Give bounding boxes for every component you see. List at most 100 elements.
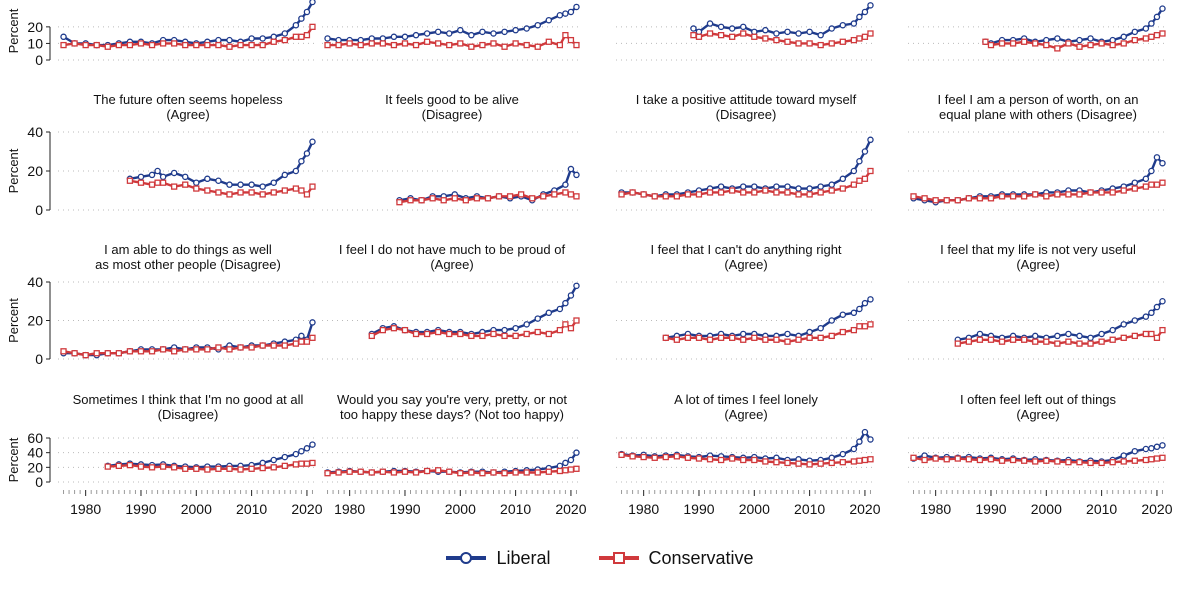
panel-1-conservative-point xyxy=(270,38,277,45)
panel-3-liberal-point xyxy=(784,28,791,36)
panel-5-liberal-point xyxy=(159,173,167,181)
panel-2-conservative-point xyxy=(457,40,464,47)
panel-14-conservative-point xyxy=(567,466,575,473)
panel-11-conservative-point xyxy=(850,326,858,334)
panel-12-conservative-point xyxy=(1043,338,1050,345)
panel-1-y-axis-label: Percent xyxy=(6,8,21,53)
panel-3-liberal-point xyxy=(795,30,802,37)
panel-2-liberal-point xyxy=(379,35,387,42)
panel-5-conservative-point xyxy=(154,179,161,186)
panel-13-conservative-point xyxy=(281,462,288,470)
panel-9-conservative-point xyxy=(298,338,305,345)
panel-13-x-tick-label: 2010 xyxy=(236,501,267,517)
panel-13-y-tick-label: 0 xyxy=(35,474,43,490)
panel-13-conservative-point xyxy=(115,462,123,470)
panel-11-conservative-point xyxy=(695,334,703,341)
panel-12-conservative-point xyxy=(954,340,961,347)
panel-9-conservative-point xyxy=(309,334,316,341)
panel-1-liberal-point xyxy=(270,33,277,41)
panel-7-conservative-point xyxy=(662,193,669,200)
panel-14-conservative-point xyxy=(324,470,331,477)
panel-1-conservative-point xyxy=(281,36,288,44)
panel-8-conservative-point xyxy=(1009,193,1017,200)
panel-5-conservative-point xyxy=(292,185,300,192)
panel-1-conservative-point xyxy=(159,40,167,47)
panel-12-conservative-point xyxy=(1153,334,1161,341)
panel-16-x-tick-label: 2000 xyxy=(1031,501,1062,517)
panel-8-title-line: I feel I am a person of worth, on an xyxy=(938,92,1139,107)
panel-5-conservative-point xyxy=(215,189,222,196)
panel-5-conservative-point xyxy=(159,179,167,186)
panel-8-conservative-point xyxy=(932,197,939,204)
panel-2-conservative-point xyxy=(556,41,564,49)
panel-7-liberal-point xyxy=(828,181,835,188)
panel-2-conservative-point xyxy=(435,40,442,47)
panel-2-conservative-point xyxy=(379,40,387,47)
panel-5-conservative-point xyxy=(309,183,316,190)
panel-3-liberal-point xyxy=(861,8,869,16)
panel-2-liberal-point xyxy=(412,31,420,39)
panel-15-conservative-point xyxy=(662,453,669,461)
panel-2-liberal-point xyxy=(401,33,409,41)
panel-1-conservative-point xyxy=(126,41,134,49)
panel-7-liberal-point xyxy=(839,175,847,183)
panel-2-liberal-point xyxy=(523,25,530,32)
panel-7-conservative-point xyxy=(795,191,802,198)
panel-13-conservative-point xyxy=(159,463,167,470)
panel-7-conservative-point xyxy=(717,189,725,196)
panel-12-title-line: I feel that my life is not very useful xyxy=(940,242,1136,257)
panel-6-conservative-point xyxy=(462,197,469,204)
panel-13-conservative-point xyxy=(259,464,266,472)
panel-13-conservative-point xyxy=(303,460,311,467)
panel-4-liberal-point xyxy=(1159,5,1166,12)
panel-3-conservative-point xyxy=(867,30,874,37)
panel-1-conservative-point xyxy=(171,40,178,47)
panel-14-conservative-point xyxy=(556,467,564,475)
panel-6-conservative-point xyxy=(473,195,481,202)
panel-12-conservative-point xyxy=(1087,340,1094,347)
panel-13-conservative-point xyxy=(292,461,300,468)
panel-13-x-tick-label: 1980 xyxy=(70,501,101,517)
panel-3-conservative-point xyxy=(806,40,813,47)
panel-2-conservative-point xyxy=(562,31,569,39)
panel-5-liberal-point xyxy=(215,177,222,184)
panel-3-conservative-point xyxy=(861,33,869,40)
panel-8-conservative-point xyxy=(1131,185,1138,192)
panel-11-liberal-point xyxy=(828,317,835,324)
panel-12-conservative-point xyxy=(1009,336,1017,343)
panel-13-conservative-point xyxy=(104,463,111,470)
panel-8-conservative-point xyxy=(1098,189,1105,196)
panel-16-x-tick-label: 1980 xyxy=(920,501,951,517)
panel-2-liberal-point xyxy=(357,36,364,44)
panel-13-conservative-point xyxy=(270,464,277,471)
panel-15-conservative-point xyxy=(867,456,874,463)
panel-16-conservative-point xyxy=(1109,459,1116,466)
panel-5-liberal-point xyxy=(281,171,289,179)
panel-8-conservative-point xyxy=(1159,179,1166,186)
panel-3-conservative-point xyxy=(729,33,736,40)
panel-11-conservative-point xyxy=(773,336,780,343)
panel-9-y-tick-label: 0 xyxy=(35,351,43,367)
panel-1-conservative-point xyxy=(226,43,233,50)
panel-13-y-axis-label: Percent xyxy=(6,437,21,482)
panel-10-liberal-point xyxy=(556,305,564,313)
panel-9-conservative-point xyxy=(93,350,100,357)
panel-2-conservative-point xyxy=(357,41,364,49)
panel-10-liberal-point xyxy=(523,321,530,328)
panel-2-conservative-point xyxy=(324,41,331,49)
panel-5-liberal-point xyxy=(259,183,266,190)
panel-5-conservative-point xyxy=(137,179,145,186)
panel-1-conservative-point xyxy=(148,41,156,49)
panel-11-conservative-point xyxy=(784,338,791,345)
panel-12-liberal-point xyxy=(1098,330,1105,338)
panel-12-liberal-point xyxy=(1153,303,1161,311)
panel-11-conservative-point xyxy=(751,334,758,341)
panel-1-conservative-point xyxy=(248,41,255,49)
panel-13-y-tick-label: 20 xyxy=(27,459,43,475)
panel-3-liberal-point xyxy=(806,28,813,36)
panel-9-title-line: as most other people (Disagree) xyxy=(95,257,281,272)
panel-15-conservative-point xyxy=(629,453,636,460)
panel-1-conservative-point xyxy=(104,43,111,50)
panel-4-liberal-point xyxy=(1109,36,1116,44)
panel-16-liberal-point xyxy=(1153,443,1161,451)
